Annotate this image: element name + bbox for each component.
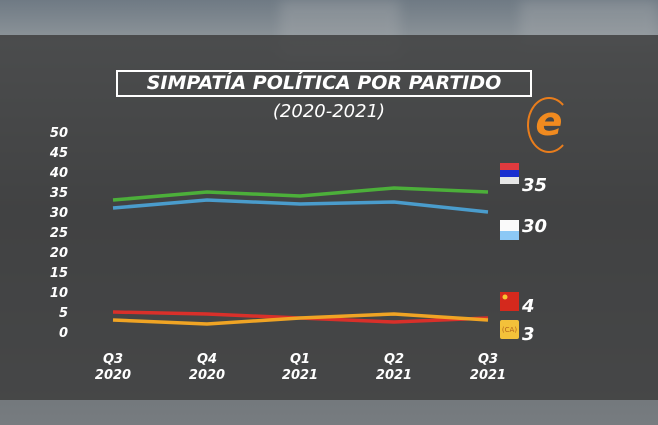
y-tick-label: 10 (50, 286, 68, 301)
x-tick-label: 2021 (376, 368, 412, 383)
ca-logo-icon: (CA) (502, 326, 517, 334)
series-line (112, 312, 489, 326)
y-tick-label: 15 (50, 266, 68, 281)
ca-logo-icon (500, 320, 519, 339)
end-value-label: 3 (522, 324, 535, 345)
y-tick-label: 20 (50, 246, 68, 261)
x-tick-label: Q2 (384, 352, 404, 367)
chart-subtitle: (2020-2021) (272, 101, 386, 122)
chart-title: SIMPATÍA POLÍTICA POR PARTIDO (116, 70, 532, 97)
y-tick-label: 0 (59, 326, 68, 341)
x-tick-label: Q3 (478, 352, 498, 367)
serbia-flag-icon (500, 163, 519, 170)
equipos-logo: e (527, 97, 571, 153)
y-tick-label: 5 (59, 306, 68, 321)
x-tick-label: 2020 (95, 368, 131, 383)
end-value-label: 35 (522, 175, 547, 196)
y-tick-label: 40 (49, 166, 68, 181)
y-tick-label: 30 (50, 206, 68, 221)
y-tick-label: 25 (50, 226, 68, 241)
argentina-flag-icon (500, 220, 519, 231)
series-line (112, 198, 489, 214)
china-flag-icon (502, 294, 508, 300)
x-tick-label: 2020 (189, 368, 225, 383)
x-tick-label: Q4 (197, 352, 217, 367)
end-value-label: 30 (522, 216, 547, 237)
argentina-flag-icon (500, 231, 519, 240)
end-value-label: 4 (521, 296, 535, 317)
x-tick-label: Q1 (290, 352, 310, 367)
x-tick-label: 2021 (282, 368, 318, 383)
y-tick-label: 45 (49, 146, 68, 161)
x-tick-label: Q3 (103, 352, 123, 367)
serbia-flag-icon (500, 170, 519, 177)
china-flag-icon (500, 292, 519, 311)
y-tick-label: 35 (50, 186, 68, 201)
y-tick-label: 50 (50, 126, 68, 141)
serbia-flag-icon (500, 177, 519, 184)
x-tick-label: 2021 (470, 368, 506, 383)
series-line (112, 186, 489, 202)
